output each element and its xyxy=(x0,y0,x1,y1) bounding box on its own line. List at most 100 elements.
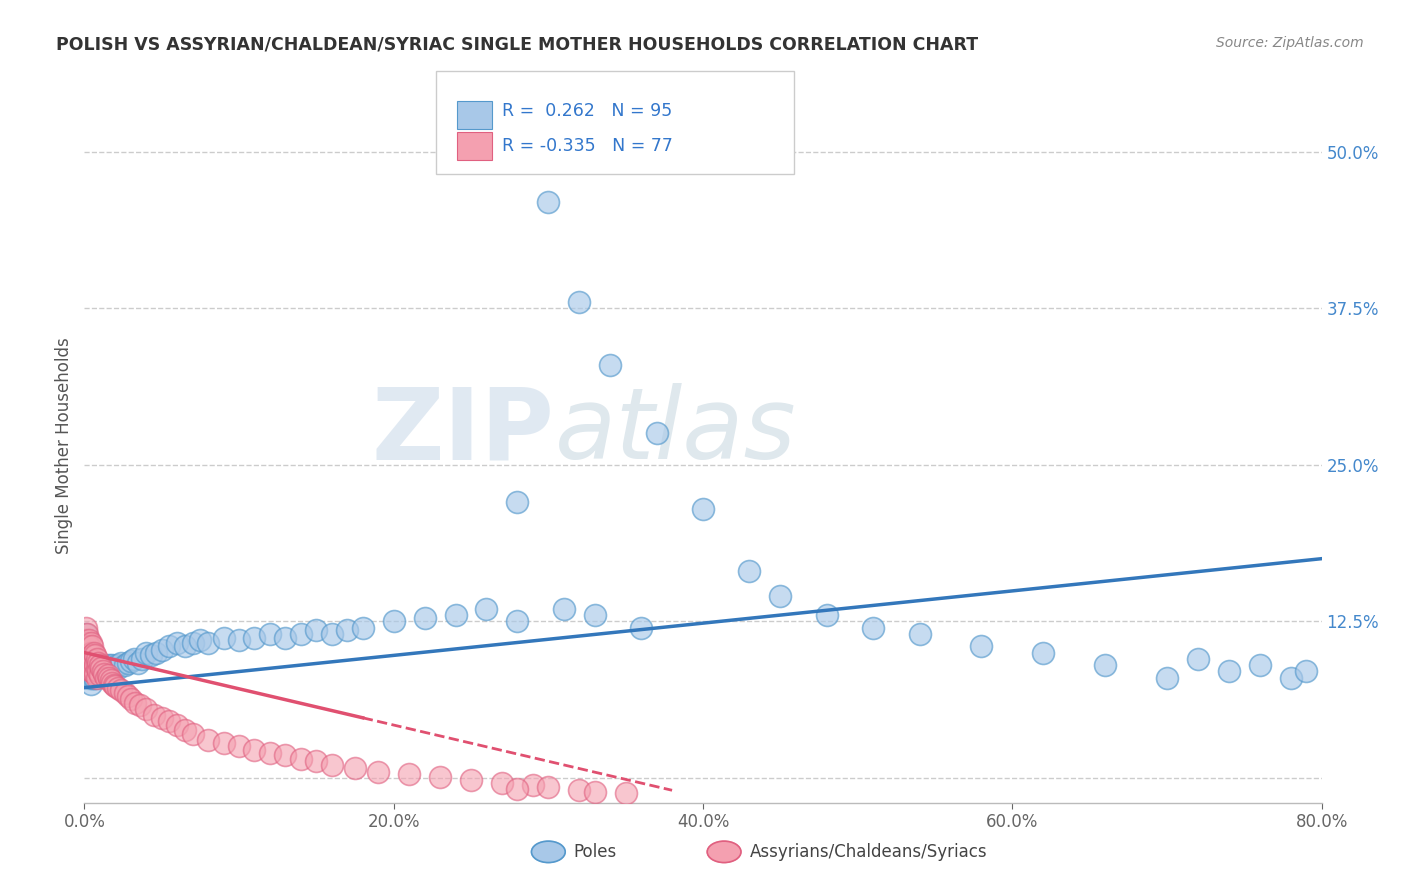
Point xyxy=(143,708,166,723)
Point xyxy=(96,668,118,682)
Point xyxy=(76,658,98,673)
Point xyxy=(103,678,125,692)
Point xyxy=(122,652,145,666)
Point xyxy=(290,752,312,766)
Point xyxy=(908,627,931,641)
Text: ZIP: ZIP xyxy=(371,384,554,480)
Point xyxy=(87,666,110,681)
Text: atlas: atlas xyxy=(554,384,796,480)
Point xyxy=(228,739,250,754)
Point xyxy=(114,658,136,673)
Point xyxy=(1187,652,1209,666)
Point xyxy=(82,671,104,685)
Point xyxy=(87,656,110,670)
Point xyxy=(76,627,98,641)
Point xyxy=(150,711,173,725)
Point xyxy=(94,665,117,679)
Point xyxy=(815,607,838,622)
Point xyxy=(83,646,105,660)
Point xyxy=(181,635,204,649)
Point xyxy=(83,663,105,677)
Point xyxy=(90,665,112,679)
Point xyxy=(212,631,235,645)
Point xyxy=(105,658,128,673)
Point xyxy=(75,646,97,660)
Text: Source: ZipAtlas.com: Source: ZipAtlas.com xyxy=(1216,36,1364,50)
Point xyxy=(77,652,100,666)
Point xyxy=(506,614,529,628)
Point xyxy=(174,640,197,654)
Point xyxy=(398,767,420,781)
Point xyxy=(568,295,591,310)
Point xyxy=(86,652,108,666)
Point xyxy=(197,635,219,649)
Point xyxy=(100,673,122,687)
Point xyxy=(321,758,343,772)
Point xyxy=(630,621,652,635)
Point xyxy=(77,658,100,673)
Point xyxy=(76,652,98,666)
Point xyxy=(166,635,188,649)
Point xyxy=(84,666,107,681)
Point xyxy=(77,648,100,662)
Point xyxy=(522,778,544,792)
Point xyxy=(1249,658,1271,673)
Point xyxy=(90,658,112,673)
Point xyxy=(188,633,211,648)
Point xyxy=(82,658,104,673)
Point xyxy=(243,631,266,645)
Point xyxy=(506,495,529,509)
Point xyxy=(76,635,98,649)
Point xyxy=(290,627,312,641)
Point xyxy=(86,671,108,685)
Point xyxy=(96,660,118,674)
Point xyxy=(110,683,132,698)
Point xyxy=(429,770,451,784)
Point xyxy=(862,621,884,635)
Point xyxy=(1094,658,1116,673)
Point xyxy=(93,666,115,681)
Point xyxy=(491,776,513,790)
Point xyxy=(568,783,591,797)
Point xyxy=(83,665,105,679)
Point xyxy=(614,786,637,800)
Point xyxy=(89,658,111,673)
Point xyxy=(76,652,98,666)
Point xyxy=(90,660,112,674)
Point xyxy=(83,671,105,685)
Point xyxy=(444,607,467,622)
Point xyxy=(82,640,104,654)
Point xyxy=(82,665,104,679)
Point xyxy=(75,633,97,648)
Point xyxy=(1156,671,1178,685)
Point xyxy=(75,627,97,641)
Point xyxy=(75,640,97,654)
Point xyxy=(101,658,124,673)
Point xyxy=(79,652,101,666)
Y-axis label: Single Mother Households: Single Mother Households xyxy=(55,338,73,554)
Point xyxy=(110,656,132,670)
Point xyxy=(336,623,359,637)
Point xyxy=(87,660,110,674)
Point xyxy=(460,773,482,788)
Point xyxy=(537,780,560,794)
Point xyxy=(79,665,101,679)
Point xyxy=(82,648,104,662)
Point xyxy=(84,665,107,679)
Point xyxy=(93,658,115,673)
Point xyxy=(117,656,139,670)
Point xyxy=(84,658,107,673)
Point xyxy=(77,640,100,654)
Point xyxy=(77,633,100,648)
Point xyxy=(117,690,139,704)
Point xyxy=(1032,646,1054,660)
Point xyxy=(174,723,197,738)
Point xyxy=(98,671,121,685)
Point xyxy=(145,646,167,660)
Point xyxy=(506,782,529,797)
Point xyxy=(77,665,100,679)
Point xyxy=(82,665,104,679)
Point xyxy=(98,658,121,673)
Point xyxy=(738,564,761,578)
Point xyxy=(76,646,98,660)
